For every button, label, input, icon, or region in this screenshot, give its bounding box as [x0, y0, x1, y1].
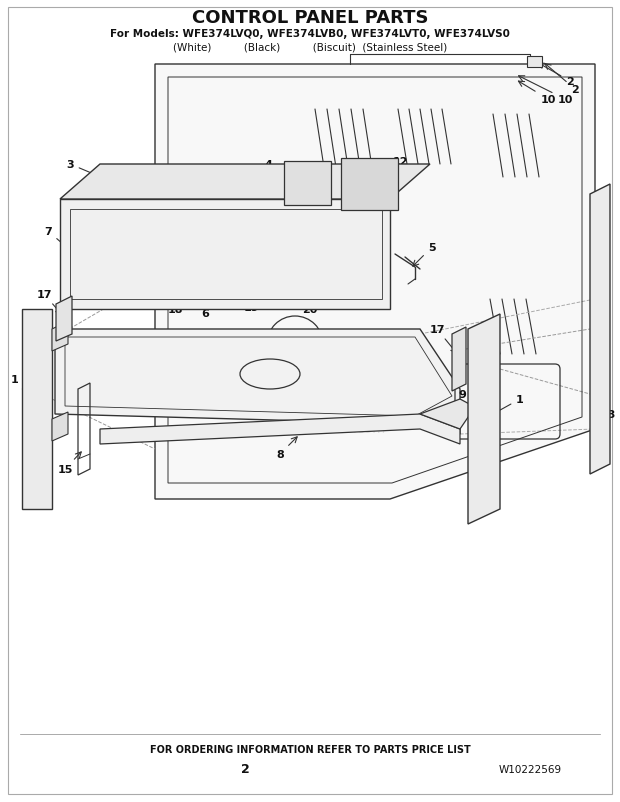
Polygon shape [468, 314, 500, 525]
Text: 7: 7 [44, 227, 75, 255]
FancyBboxPatch shape [284, 162, 331, 206]
Polygon shape [55, 330, 460, 435]
Text: 17: 17 [36, 290, 61, 314]
Text: 8: 8 [276, 437, 297, 460]
Text: 13: 13 [600, 393, 616, 419]
Text: 2: 2 [539, 64, 574, 87]
Text: 6: 6 [201, 286, 218, 318]
Polygon shape [56, 297, 72, 342]
Polygon shape [155, 65, 595, 500]
Text: 20: 20 [303, 289, 317, 314]
Polygon shape [590, 184, 610, 475]
Text: 10: 10 [518, 77, 573, 105]
Text: FOR ORDERING INFORMATION REFER TO PARTS PRICE LIST: FOR ORDERING INFORMATION REFER TO PARTS … [149, 744, 471, 754]
Polygon shape [60, 200, 390, 310]
Text: 11: 11 [148, 279, 173, 312]
Circle shape [70, 249, 86, 265]
Text: CONTROL PANEL PARTS: CONTROL PANEL PARTS [192, 9, 428, 27]
Polygon shape [452, 327, 466, 391]
Text: 5: 5 [413, 243, 436, 267]
Text: W10222569: W10222569 [498, 764, 562, 774]
Text: 2: 2 [545, 64, 579, 95]
Polygon shape [22, 310, 52, 509]
Polygon shape [420, 399, 475, 429]
Text: (White)          (Black)          (Biscuit)  (Stainless Steel): (White) (Black) (Biscuit) (Stainless Ste… [173, 43, 447, 53]
Text: 15: 15 [57, 452, 81, 475]
Text: 1: 1 [487, 395, 524, 418]
Text: ReplacementParts.com: ReplacementParts.com [233, 423, 387, 436]
Polygon shape [100, 415, 460, 444]
Polygon shape [52, 412, 68, 441]
Text: 9: 9 [450, 390, 466, 411]
Text: 4: 4 [264, 160, 304, 188]
Text: 19: 19 [244, 283, 268, 313]
FancyBboxPatch shape [341, 159, 398, 211]
Text: 3: 3 [66, 160, 161, 204]
Text: 10: 10 [518, 82, 556, 105]
Polygon shape [52, 322, 68, 351]
Text: 1: 1 [11, 375, 35, 407]
Text: 18: 18 [167, 282, 193, 314]
Text: 6: 6 [126, 273, 155, 305]
Text: 2: 2 [241, 763, 249, 776]
Text: 12: 12 [373, 157, 408, 182]
Text: 16: 16 [104, 269, 138, 305]
Text: 17: 17 [429, 325, 456, 354]
Text: For Models: WFE374LVQ0, WFE374LVB0, WFE374LVT0, WFE374LVS0: For Models: WFE374LVQ0, WFE374LVB0, WFE3… [110, 29, 510, 39]
Polygon shape [527, 57, 542, 68]
Polygon shape [60, 164, 430, 200]
